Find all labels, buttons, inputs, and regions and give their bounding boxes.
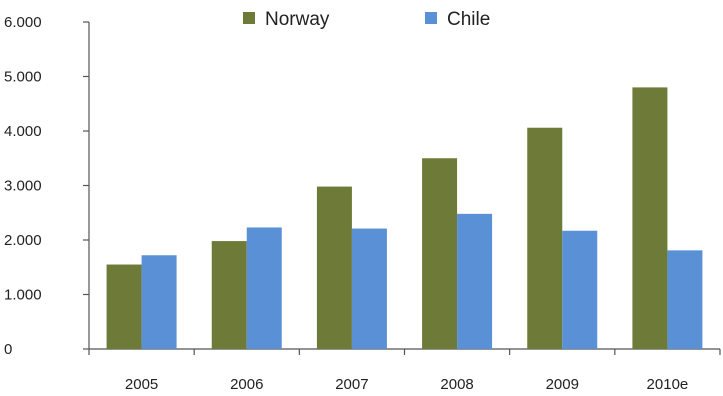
y-tick-label: 3.000 [4, 178, 42, 195]
bar-chile-2007 [351, 228, 387, 349]
y-axis: 0 1.000 2.000 3.000 4.000 5.000 6.000 [4, 14, 90, 358]
x-tick-label: 2009 [546, 376, 579, 393]
y-tick-label: 6.000 [4, 14, 42, 31]
bar-chile-2005 [141, 255, 177, 349]
x-tick-label: 2006 [230, 376, 263, 393]
bar-chile-2009 [562, 230, 598, 349]
x-tick-label: 2007 [335, 376, 368, 393]
legend-swatch-norway [243, 12, 255, 24]
x-tick-label: 2005 [125, 376, 158, 393]
bars [106, 87, 703, 350]
y-tick-label: 4.000 [4, 123, 42, 140]
bar-norway-2008 [422, 158, 458, 349]
bar-norway-2009 [527, 127, 563, 349]
bar-norway-2007 [316, 186, 352, 349]
y-tick-label: 0 [4, 341, 12, 358]
y-tick-label: 1.000 [4, 287, 42, 304]
x-tick-label: 2008 [440, 376, 473, 393]
legend-label-chile: Chile [447, 9, 490, 30]
bar-chile-2008 [457, 213, 493, 349]
bar-norway-2010e [632, 87, 668, 350]
legend: Norway Chile [243, 9, 490, 30]
bar-chile-2010e [667, 250, 703, 349]
bar-chile-2006 [246, 227, 282, 349]
y-tick-label: 2.000 [4, 232, 42, 249]
bar-norway-2005 [106, 264, 142, 349]
legend-label-norway: Norway [265, 9, 330, 30]
y-tick-label: 5.000 [4, 69, 42, 86]
x-axis: 2005 2006 2007 2008 2009 2010e [88, 348, 721, 393]
legend-swatch-chile [425, 12, 437, 24]
bar-norway-2006 [211, 241, 247, 349]
x-tick-label: 2010e [647, 376, 689, 393]
